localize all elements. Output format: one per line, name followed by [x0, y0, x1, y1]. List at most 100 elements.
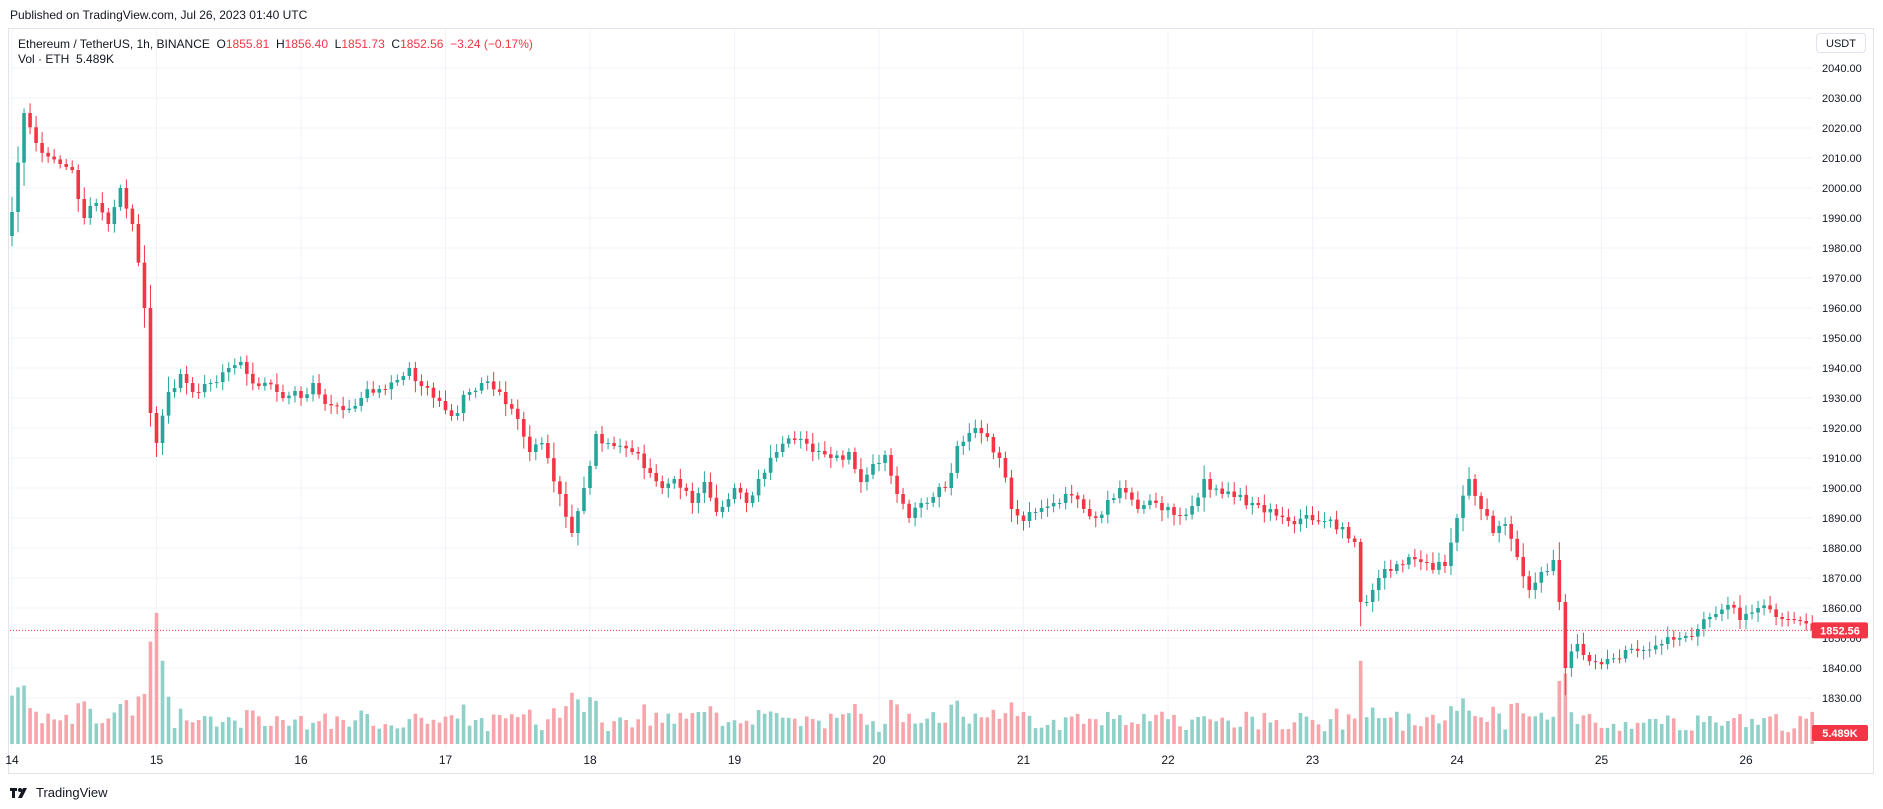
- candle-body: [1762, 605, 1766, 608]
- volume-bar: [1081, 723, 1086, 744]
- volume-bar: [1262, 713, 1267, 744]
- candle-body: [841, 455, 845, 460]
- close-label: C: [391, 37, 401, 51]
- volume-bar: [1310, 719, 1315, 744]
- volume-bar: [534, 724, 538, 744]
- candle-body: [1804, 621, 1809, 624]
- candle-body: [558, 481, 562, 494]
- candle-body: [1744, 613, 1748, 620]
- candle-body: [497, 389, 502, 392]
- candle-body: [1485, 509, 1489, 516]
- volume-bar: [1575, 724, 1580, 744]
- candle-body: [750, 495, 755, 503]
- volume-bar: [1461, 698, 1465, 744]
- volume-bar: [1033, 728, 1038, 744]
- candle-body: [82, 199, 87, 218]
- candle-body: [744, 492, 749, 503]
- volume-bar: [431, 719, 436, 744]
- volume-bar: [275, 716, 279, 744]
- volume-bar: [1599, 727, 1604, 744]
- candle-body: [835, 455, 839, 458]
- candle-body: [1340, 527, 1345, 530]
- volume-bar: [154, 612, 159, 744]
- volume-bar: [1617, 730, 1622, 744]
- volume-bar: [329, 728, 333, 744]
- volume-bar: [1527, 716, 1532, 744]
- candle-body: [1009, 477, 1014, 509]
- candle-body: [1069, 494, 1074, 496]
- candle-body: [112, 207, 117, 224]
- candle-body: [1334, 519, 1339, 530]
- candle-body: [907, 503, 911, 518]
- volume-bar: [118, 703, 123, 744]
- volume-bar: [1479, 717, 1483, 744]
- brand[interactable]: TradingView: [10, 785, 108, 800]
- volume-bar: [967, 723, 972, 744]
- candle-body: [22, 113, 26, 163]
- volume-bar: [810, 719, 815, 744]
- last-price-label: 1852.56: [1820, 625, 1860, 637]
- candle-body: [1449, 542, 1453, 566]
- candle-body: [64, 164, 68, 167]
- volume-bar: [1021, 712, 1026, 744]
- volume-bar: [666, 713, 671, 744]
- volume-bar: [1328, 719, 1333, 744]
- chart-frame[interactable]: [8, 28, 1874, 774]
- volume-bar: [883, 723, 887, 744]
- volume-bar: [1551, 716, 1556, 744]
- volume-bar: [1196, 717, 1200, 744]
- volume-bar: [94, 723, 99, 744]
- volume-bar: [606, 730, 610, 744]
- volume-bar: [220, 722, 225, 744]
- candle-body: [1154, 500, 1158, 503]
- volume-bar: [1708, 715, 1712, 744]
- grid-lines: [10, 30, 1812, 748]
- time-tick-label: 22: [1161, 753, 1175, 767]
- price-tick-label: 1840.00: [1822, 663, 1862, 675]
- candle-body: [931, 497, 935, 503]
- candle-body: [768, 457, 773, 473]
- candle-body: [1780, 617, 1784, 620]
- volume-bar: [1160, 711, 1164, 744]
- volume-bar: [823, 728, 827, 744]
- volume-bar: [1063, 717, 1068, 744]
- volume-bar: [281, 720, 285, 744]
- candle-body: [136, 224, 141, 263]
- volume-bar: [1768, 716, 1772, 744]
- volume-bar: [1316, 724, 1321, 744]
- volume-bar: [1449, 706, 1453, 744]
- volume-bar: [40, 723, 44, 744]
- candle-body: [1057, 502, 1062, 504]
- candle-body: [871, 464, 875, 475]
- volume-bar: [654, 712, 659, 744]
- candle-body: [263, 382, 267, 386]
- volume-bar: [937, 722, 942, 744]
- candle-body: [335, 405, 339, 407]
- candle-body: [178, 374, 183, 389]
- volume-bar: [949, 704, 954, 744]
- candle-body: [1491, 515, 1495, 533]
- volume-bar: [1136, 724, 1140, 744]
- candle-body: [160, 415, 165, 443]
- candle-body: [1220, 488, 1224, 494]
- volume-bar: [588, 697, 592, 744]
- volume-bar: [1057, 730, 1062, 744]
- volume-bar: [618, 717, 622, 744]
- volume-bar: [479, 718, 484, 744]
- candle-body: [1105, 500, 1110, 515]
- volume-bar: [865, 724, 869, 744]
- candle-body: [654, 473, 659, 482]
- candle-body: [1256, 503, 1261, 506]
- volume-bar: [257, 716, 261, 744]
- candle-body: [184, 374, 189, 384]
- volume-bar: [973, 713, 978, 744]
- volume-bar: [58, 720, 62, 744]
- candle-body: [1382, 569, 1387, 579]
- candle-body: [859, 469, 863, 482]
- candle-body: [1732, 605, 1736, 608]
- candle-body: [925, 502, 929, 504]
- candle-body: [232, 365, 237, 368]
- candle-body: [58, 159, 62, 164]
- currency-button[interactable]: USDT: [1816, 33, 1866, 53]
